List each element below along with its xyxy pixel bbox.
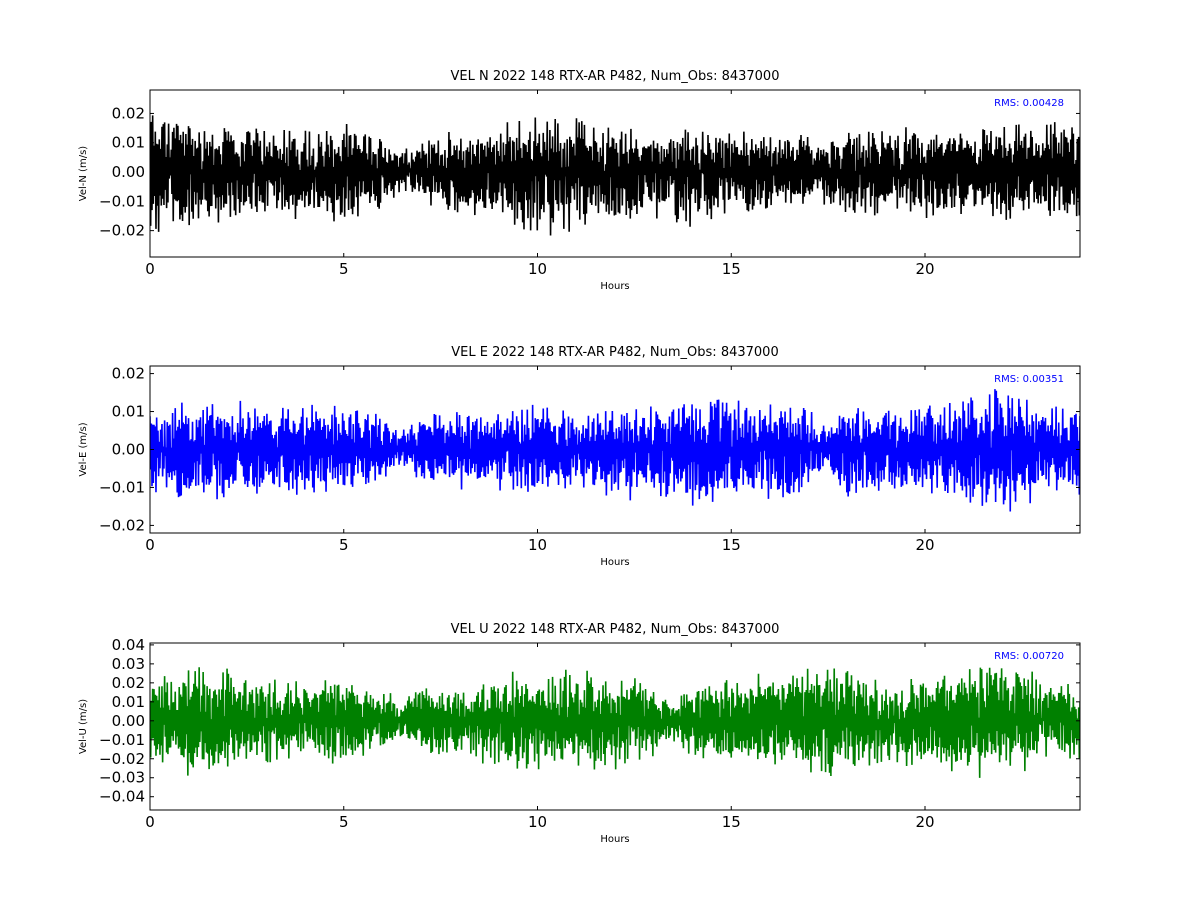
- y-tick-label: 0.01: [112, 403, 145, 421]
- x-axis-label: Hours: [600, 834, 629, 845]
- series-line-vel-n: [150, 115, 1080, 236]
- x-tick-label: 10: [528, 813, 547, 831]
- plot-frame: [149, 642, 1081, 811]
- x-tick-label: 0: [145, 260, 155, 278]
- x-tick-label: 20: [915, 260, 934, 278]
- x-axis-label: Hours: [600, 557, 629, 568]
- subplot-title: VEL E 2022 148 RTX-AR P482, Num_Obs: 843…: [451, 345, 778, 360]
- x-tick-label: 10: [528, 260, 547, 278]
- y-tick-label: 0.02: [112, 365, 145, 383]
- y-tick-label: −0.01: [99, 192, 145, 210]
- series-line-vel-u: [150, 667, 1080, 778]
- subplot-vel-n: VEL N 2022 148 RTX-AR P482, Num_Obs: 843…: [78, 69, 1081, 292]
- y-tick-label: −0.01: [99, 478, 145, 496]
- y-tick-label: −0.01: [99, 731, 145, 749]
- y-axis-label: Vel-N (m/s): [78, 146, 89, 201]
- subplot-vel-u: VEL U 2022 148 RTX-AR P482, Num_Obs: 843…: [78, 622, 1081, 845]
- x-tick-label: 15: [722, 260, 741, 278]
- y-tick-label: 0.02: [112, 104, 145, 122]
- x-tick-label: 5: [339, 813, 349, 831]
- y-tick-label: −0.02: [99, 750, 145, 768]
- rms-annotation: RMS: 0.00720: [994, 651, 1064, 662]
- x-tick-label: 20: [915, 813, 934, 831]
- y-axis-label: Vel-U (m/s): [78, 699, 89, 754]
- y-tick-label: −0.02: [99, 222, 145, 240]
- y-tick-label: 0.00: [112, 163, 145, 181]
- y-tick-label: −0.03: [99, 769, 145, 787]
- y-tick-label: 0.01: [112, 134, 145, 152]
- subplot-title: VEL U 2022 148 RTX-AR P482, Num_Obs: 843…: [451, 622, 780, 637]
- y-axis-label: Vel-E (m/s): [78, 422, 89, 476]
- plot-frame: [149, 89, 1081, 258]
- x-tick-label: 0: [145, 813, 155, 831]
- y-tick-label: 0.03: [112, 655, 145, 673]
- x-tick-label: 15: [722, 813, 741, 831]
- y-tick-label: 0.02: [112, 674, 145, 692]
- y-tick-label: 0.04: [112, 636, 145, 654]
- subplot-title: VEL N 2022 148 RTX-AR P482, Num_Obs: 843…: [451, 69, 780, 84]
- x-axis-label: Hours: [600, 281, 629, 292]
- rms-annotation: RMS: 0.00351: [994, 374, 1064, 385]
- x-tick-label: 10: [528, 536, 547, 554]
- rms-annotation: RMS: 0.00428: [994, 98, 1064, 109]
- x-tick-label: 0: [145, 536, 155, 554]
- y-tick-label: −0.04: [99, 788, 145, 806]
- series-line-vel-e: [150, 389, 1080, 512]
- subplot-vel-e: VEL E 2022 148 RTX-AR P482, Num_Obs: 843…: [78, 345, 1081, 568]
- y-tick-label: 0.00: [112, 441, 145, 459]
- x-tick-label: 5: [339, 536, 349, 554]
- x-tick-label: 15: [722, 536, 741, 554]
- y-tick-label: 0.00: [112, 712, 145, 730]
- y-tick-label: −0.02: [99, 516, 145, 534]
- x-tick-label: 5: [339, 260, 349, 278]
- x-tick-label: 20: [915, 536, 934, 554]
- y-tick-label: 0.01: [112, 693, 145, 711]
